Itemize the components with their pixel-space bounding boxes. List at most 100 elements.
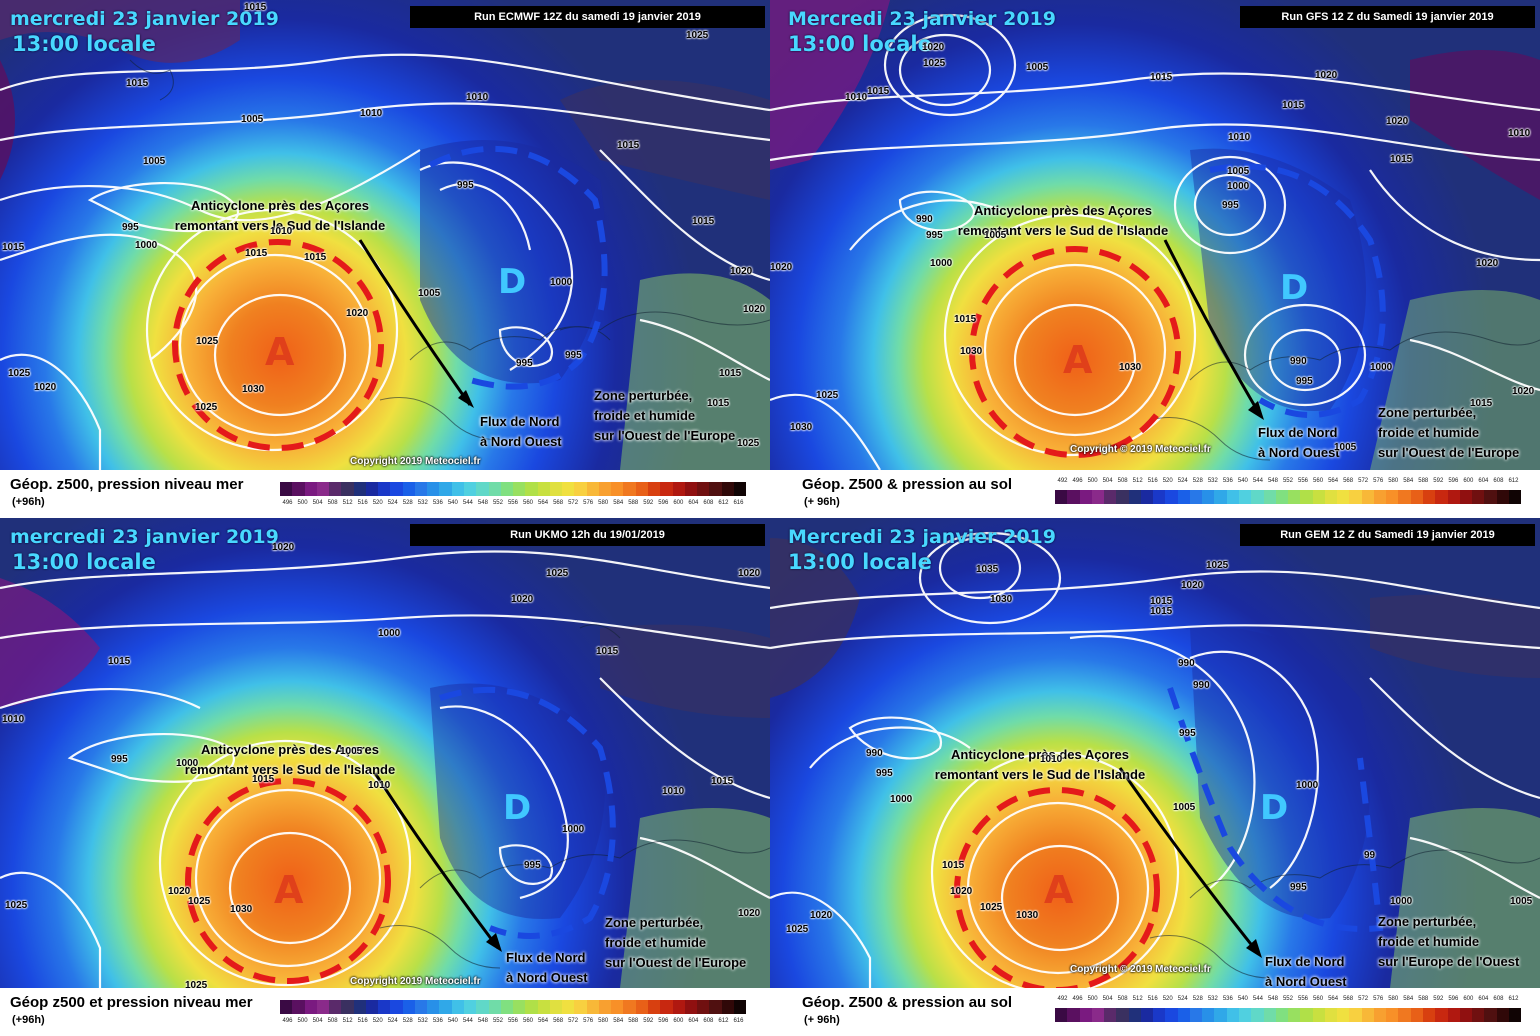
color-scale-swatch	[598, 482, 612, 496]
flow-note: Flux de Nord à Nord Ouest	[1258, 423, 1340, 463]
color-scale-label: 564	[1328, 478, 1339, 484]
color-scale-label: 496	[1072, 996, 1083, 1002]
zone-note: Zone perturbée, froide et humide sur l'O…	[605, 913, 746, 973]
color-scale-label: 560	[1313, 478, 1324, 484]
zone-note-line: Zone perturbée,	[1378, 405, 1477, 420]
color-scale-swatch	[292, 482, 305, 496]
color-scale-label: 508	[1117, 996, 1128, 1002]
isobar-label: 1015	[252, 774, 275, 785]
isobar-label: 1015	[245, 248, 268, 259]
color-scale-label: 608	[703, 1018, 714, 1024]
color-scale-label: 600	[673, 500, 684, 506]
isobar-label: 1020	[950, 886, 973, 897]
color-scale-swatch	[439, 1000, 452, 1014]
color-scale-label: 532	[1207, 996, 1218, 1002]
color-scale-label: 492	[1057, 996, 1068, 1002]
map-graphic	[770, 518, 1540, 988]
isobar-label: 1020	[738, 908, 761, 919]
isobar-label: 99	[1364, 850, 1376, 861]
color-scale-swatch	[1189, 490, 1203, 504]
color-scale-swatch	[353, 482, 366, 496]
isobar-label: 1030	[790, 422, 813, 433]
zone-note-line: Zone perturbée,	[594, 388, 693, 403]
color-scale-swatch	[1202, 490, 1215, 504]
color-scale-swatch	[390, 482, 403, 496]
color-scale-label: 596	[658, 1018, 669, 1024]
color-scale-label: 540	[1237, 996, 1248, 1002]
color-scale-swatch	[390, 1000, 403, 1014]
color-scale-swatch	[611, 1000, 624, 1014]
anticyclone-note: Anticyclone près des Açores remontant ve…	[948, 201, 1178, 241]
isobar-label: 1000	[550, 277, 573, 288]
color-scale-label: 592	[1433, 478, 1444, 484]
model-run-label: Run GFS 12 Z du Samedi 19 janvier 2019	[1240, 6, 1535, 28]
color-scale-swatch	[1386, 1008, 1399, 1022]
color-scale-label: 580	[1388, 478, 1399, 484]
color-scale-swatch	[1435, 490, 1448, 504]
color-scale-swatch	[1508, 490, 1522, 504]
color-scale-swatch	[1496, 490, 1509, 504]
color-scale-label: 596	[1448, 996, 1459, 1002]
color-scale-label: 548	[477, 1018, 488, 1024]
color-scale-swatch	[1140, 1008, 1154, 1022]
color-scale-swatch	[329, 1000, 342, 1014]
color-scale-swatch	[329, 482, 342, 496]
model-run-label: Run UKMO 12h du 19/01/2019	[410, 524, 765, 546]
isobar-label: 995	[111, 754, 128, 765]
isobar-label: 1015	[719, 368, 742, 379]
high-pressure-label: A	[274, 868, 304, 912]
isobar-label: 1035	[976, 564, 999, 575]
isobar-label: 1015	[617, 140, 640, 151]
zone-note-line: froide et humide	[1378, 934, 1480, 949]
isobar-label: 1015	[1150, 606, 1173, 617]
color-scale-label: 588	[1418, 478, 1429, 484]
color-scale-label: 496	[282, 500, 293, 506]
color-scale-swatch	[316, 482, 330, 496]
color-scale-swatch	[451, 482, 464, 496]
color-scale-swatch	[537, 1000, 550, 1014]
color-scale-label: 512	[1132, 478, 1143, 484]
color-scale-label: 524	[1177, 478, 1188, 484]
color-scale-label: 548	[477, 500, 488, 506]
color-scale-swatch	[1177, 490, 1190, 504]
color-scale-swatch	[427, 1000, 440, 1014]
color-scale-label: 564	[538, 1018, 549, 1024]
color-scale-label: 508	[1117, 478, 1128, 484]
isobar-label: 995	[926, 230, 943, 241]
color-scale-swatch	[1140, 490, 1154, 504]
color-scale-label: 604	[1478, 996, 1489, 1002]
color-scale-label: 528	[1192, 478, 1203, 484]
color-scale-swatch	[1055, 1008, 1068, 1022]
color-scale-label: 556	[507, 500, 518, 506]
color-scale-label: 568	[1343, 478, 1354, 484]
isobar-label: 1025	[196, 336, 219, 347]
color-scale-swatch	[1324, 1008, 1338, 1022]
color-scale-swatch	[721, 482, 734, 496]
color-scale-label: 576	[1373, 996, 1384, 1002]
color-scale-swatch	[280, 482, 293, 496]
isobar-label: 1020	[922, 42, 945, 53]
color-scale-label: 540	[447, 1018, 458, 1024]
color-scale-label: 500	[1087, 996, 1098, 1002]
isobar-label: 995	[524, 860, 541, 871]
color-scale-swatch	[1091, 1008, 1105, 1022]
isobar-label: 990	[916, 214, 933, 225]
isobar-label: 1005	[340, 746, 363, 757]
color-scale-label: 556	[507, 1018, 518, 1024]
isobar-label: 1010	[368, 780, 391, 791]
color-scale-label: 616	[733, 500, 744, 506]
isobar-label: 1000	[1296, 780, 1319, 791]
map-graphic	[770, 0, 1540, 470]
isobar-label: 1015	[711, 776, 734, 787]
color-scale-label: 508	[327, 1018, 338, 1024]
color-scale-swatch	[1214, 490, 1227, 504]
color-scale-label: 612	[718, 1018, 729, 1024]
color-scale-label: 532	[1207, 478, 1218, 484]
color-scale-swatch	[1484, 1008, 1497, 1022]
color-scale-swatch	[647, 1000, 661, 1014]
isobar-label: 1020	[346, 308, 369, 319]
color-scale-label: 496	[1072, 478, 1083, 484]
isobar-label: 1010	[2, 714, 25, 725]
color-scale-swatch	[439, 482, 452, 496]
color-scale-swatch	[684, 1000, 698, 1014]
